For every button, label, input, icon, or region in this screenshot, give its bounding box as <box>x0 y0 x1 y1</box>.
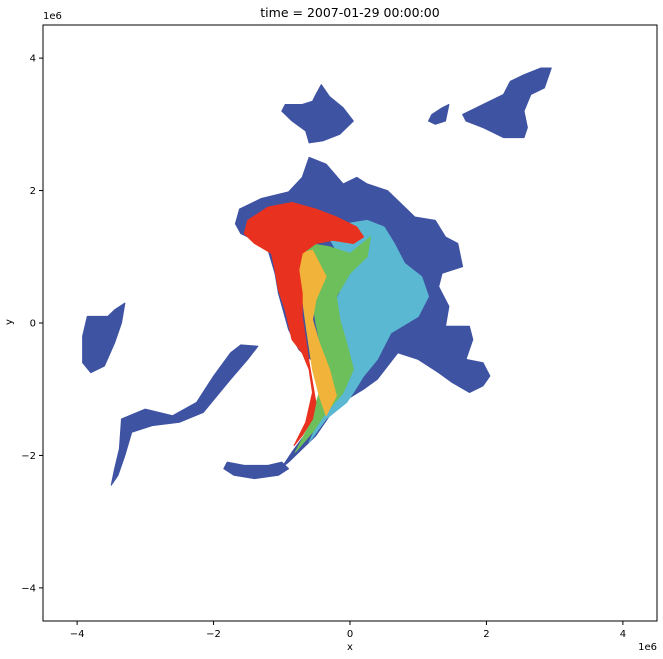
plot-area <box>42 24 658 622</box>
region-outer-region-5 <box>110 344 259 486</box>
region-category-red-0 <box>243 202 365 446</box>
y-tick-label: −2 <box>21 451 36 462</box>
x-tick-label: 0 <box>347 629 353 640</box>
x-axis-ticks: −4 −2 0 2 4 <box>70 621 626 640</box>
region-outer-region-3 <box>428 104 450 125</box>
y-axis-ticks: −4 −2 0 2 4 <box>21 54 43 594</box>
y-tick-label: 4 <box>30 54 36 65</box>
region-outer-region-6 <box>223 461 290 480</box>
x-axis-offset-label: 1e6 <box>638 642 657 653</box>
region-outer-region-1 <box>281 84 354 144</box>
y-tick-label: −4 <box>21 583 36 594</box>
y-axis-offset-label: 1e6 <box>43 11 62 22</box>
y-axis-label: y <box>4 319 15 325</box>
region-outer-region-4 <box>82 302 126 374</box>
region-outer-region-2 <box>462 67 552 139</box>
heatmap-regions <box>82 67 552 486</box>
x-axis-label: x <box>347 642 353 653</box>
x-tick-label: −4 <box>70 629 85 640</box>
y-tick-label: 2 <box>30 186 36 197</box>
region-category-yellow-0 <box>294 249 337 417</box>
chart-title: time = 2007-01-29 00:00:00 <box>260 5 439 20</box>
x-tick-label: −2 <box>206 629 221 640</box>
y-tick-label: 0 <box>30 319 36 330</box>
x-tick-label: 2 <box>483 629 489 640</box>
x-tick-label: 4 <box>620 629 626 640</box>
